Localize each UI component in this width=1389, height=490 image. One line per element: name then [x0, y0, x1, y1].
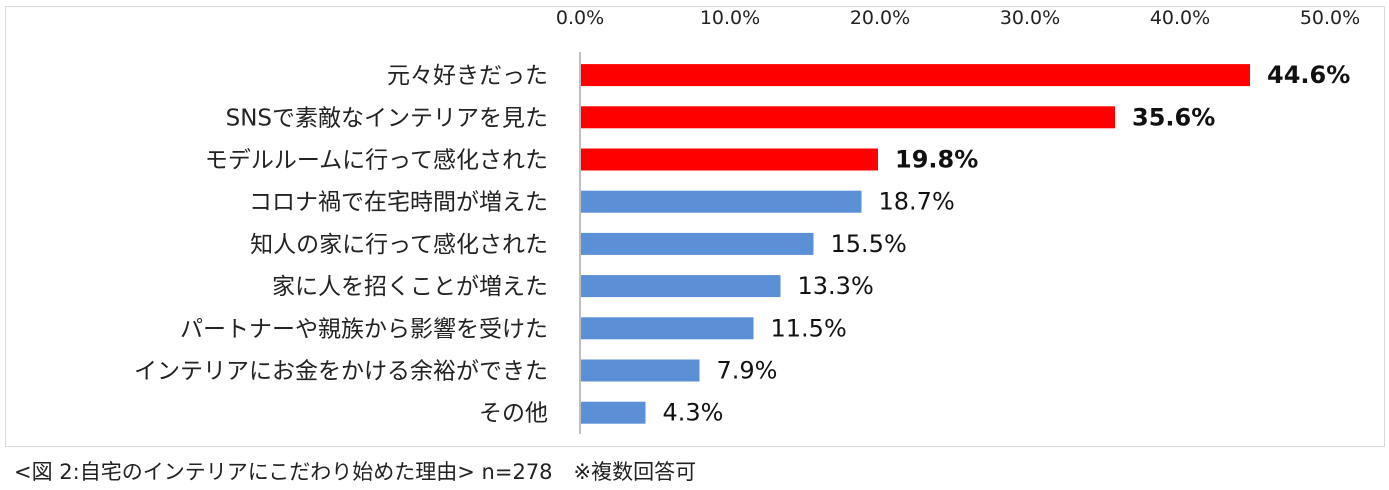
tick-label: 10.0%: [700, 7, 760, 29]
bar: [581, 148, 878, 171]
category-label: 家に人を招くことが増えた: [272, 274, 548, 300]
category-label: SNSで素敵なインテリアを見た: [226, 105, 548, 131]
bar: [581, 190, 862, 213]
bar: [581, 359, 700, 382]
bar: [581, 275, 781, 298]
tick-label: 30.0%: [1000, 7, 1060, 29]
tick-label: 20.0%: [850, 7, 910, 29]
value-label: 18.7%: [879, 188, 955, 216]
category-label: その他: [479, 401, 548, 427]
category-label: コロナ禍で在宅時間が増えた: [249, 190, 548, 216]
value-label: 11.5%: [771, 314, 847, 342]
bar: [581, 106, 1115, 129]
value-label: 35.6%: [1132, 103, 1215, 131]
bar: [581, 64, 1250, 87]
value-label: 19.8%: [895, 146, 978, 174]
category-label: 知人の家に行って感化された: [250, 232, 548, 258]
category-label: インテリアにお金をかける余裕ができた: [134, 359, 548, 385]
category-label: 元々好きだった: [387, 63, 548, 89]
bar: [581, 317, 754, 340]
tick-label: 40.0%: [1150, 7, 1210, 29]
category-label: パートナーや親族から影響を受けた: [180, 316, 548, 342]
value-label: 4.3%: [663, 399, 724, 427]
bar: [581, 401, 646, 424]
value-label: 7.9%: [717, 357, 778, 385]
value-label: 44.6%: [1267, 61, 1350, 89]
bar: [581, 232, 814, 255]
figure-caption: <図 2:自宅のインテリアにこだわり始めた理由> n=278 ※複数回答可: [14, 460, 697, 484]
value-label: 15.5%: [831, 230, 907, 258]
value-label: 13.3%: [798, 272, 874, 300]
tick-label: 50.0%: [1300, 7, 1360, 29]
category-label: モデルルームに行って感化された: [205, 148, 548, 174]
tick-label: 0.0%: [556, 7, 604, 29]
